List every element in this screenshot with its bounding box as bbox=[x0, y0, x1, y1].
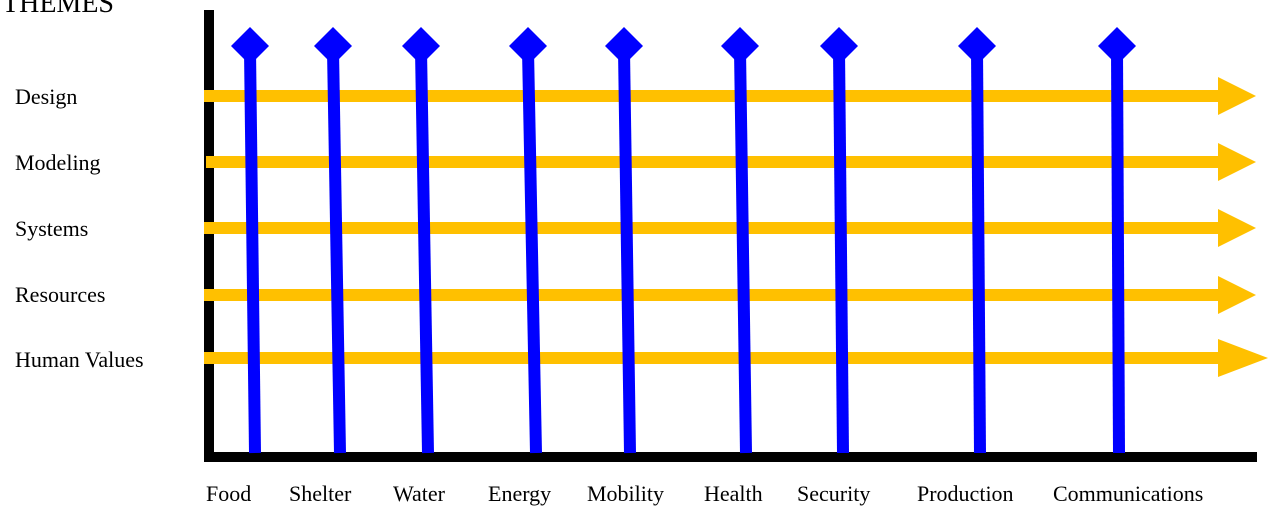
domain-line-health bbox=[734, 49, 752, 454]
header-title: THEMES bbox=[2, 0, 114, 19]
domain-diamond-security bbox=[820, 27, 858, 65]
theme-label-design: Design bbox=[15, 84, 77, 109]
domain-label-water: Water bbox=[393, 481, 446, 506]
theme-arrowhead-design bbox=[1218, 77, 1256, 115]
domain-diamond-water bbox=[402, 27, 440, 65]
domain-label-shelter: Shelter bbox=[289, 481, 352, 506]
domain-line-mobility bbox=[618, 49, 636, 454]
domain-label-food: Food bbox=[206, 481, 251, 506]
horizontal-axis bbox=[204, 452, 1257, 462]
domain-label-security: Security bbox=[797, 481, 870, 506]
domain-diamond-communications bbox=[1098, 27, 1136, 65]
domain-label-mobility: Mobility bbox=[587, 481, 664, 506]
domain-diamond-shelter bbox=[314, 27, 352, 65]
theme-arrow-systems bbox=[204, 222, 1220, 234]
domain-line-shelter bbox=[327, 49, 346, 454]
domain-line-water bbox=[415, 49, 434, 454]
domain-line-security bbox=[833, 49, 849, 454]
axes bbox=[204, 10, 1257, 462]
theme-arrowhead-systems bbox=[1218, 209, 1256, 247]
domain-labels: Food Shelter Water Energy Mobility Healt… bbox=[206, 481, 1203, 506]
domain-diamond-health bbox=[721, 27, 759, 65]
domain-label-health: Health bbox=[704, 481, 763, 506]
domain-diamond-food bbox=[231, 27, 269, 65]
theme-arrows bbox=[204, 77, 1268, 377]
theme-arrowhead-resources bbox=[1218, 276, 1256, 314]
theme-label-human-values: Human Values bbox=[15, 347, 144, 372]
domain-lines bbox=[231, 27, 1136, 454]
domain-line-food bbox=[244, 49, 261, 454]
theme-label-systems: Systems bbox=[15, 216, 88, 241]
domain-label-communications: Communications bbox=[1053, 481, 1203, 506]
theme-arrow-resources bbox=[204, 289, 1220, 301]
theme-arrowhead-modeling bbox=[1218, 143, 1256, 181]
domain-line-energy bbox=[522, 49, 542, 454]
vertical-axis bbox=[204, 10, 214, 460]
theme-arrow-design bbox=[204, 90, 1220, 102]
theme-label-resources: Resources bbox=[15, 282, 105, 307]
theme-labels: Design Modeling Systems Resources Human … bbox=[15, 84, 144, 372]
theme-arrowhead-human-values bbox=[1218, 339, 1268, 377]
theme-label-modeling: Modeling bbox=[15, 150, 101, 175]
theme-arrow-human-values bbox=[204, 352, 1220, 364]
theme-arrow-modeling bbox=[206, 156, 1220, 168]
domain-line-production bbox=[971, 49, 986, 454]
domain-line-communications bbox=[1111, 49, 1125, 454]
domain-diamond-energy bbox=[509, 27, 547, 65]
domain-label-production: Production bbox=[917, 481, 1014, 506]
domain-diamond-production bbox=[958, 27, 996, 65]
domain-label-energy: Energy bbox=[488, 481, 551, 506]
domain-diamond-mobility bbox=[605, 27, 643, 65]
